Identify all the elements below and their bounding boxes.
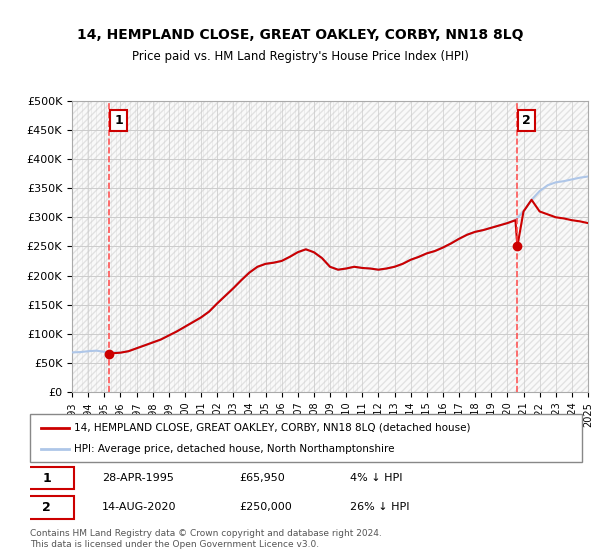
Text: 14, HEMPLAND CLOSE, GREAT OAKLEY, CORBY, NN18 8LQ (detached house): 14, HEMPLAND CLOSE, GREAT OAKLEY, CORBY,…: [74, 423, 470, 433]
Text: 1: 1: [114, 114, 123, 127]
Text: Contains HM Land Registry data © Crown copyright and database right 2024.
This d: Contains HM Land Registry data © Crown c…: [30, 529, 382, 549]
Text: £250,000: £250,000: [240, 502, 293, 512]
FancyBboxPatch shape: [30, 414, 582, 462]
Text: Price paid vs. HM Land Registry's House Price Index (HPI): Price paid vs. HM Land Registry's House …: [131, 50, 469, 63]
Text: HPI: Average price, detached house, North Northamptonshire: HPI: Average price, detached house, Nort…: [74, 444, 395, 454]
Text: 14, HEMPLAND CLOSE, GREAT OAKLEY, CORBY, NN18 8LQ: 14, HEMPLAND CLOSE, GREAT OAKLEY, CORBY,…: [77, 28, 523, 42]
Text: 2: 2: [42, 501, 51, 514]
FancyBboxPatch shape: [19, 466, 74, 489]
Text: 2: 2: [522, 114, 531, 127]
FancyBboxPatch shape: [19, 496, 74, 519]
Text: 1: 1: [42, 472, 51, 484]
Text: 28-APR-1995: 28-APR-1995: [102, 473, 173, 483]
Text: 26% ↓ HPI: 26% ↓ HPI: [350, 502, 410, 512]
Text: £65,950: £65,950: [240, 473, 286, 483]
Text: 4% ↓ HPI: 4% ↓ HPI: [350, 473, 403, 483]
Text: 14-AUG-2020: 14-AUG-2020: [102, 502, 176, 512]
